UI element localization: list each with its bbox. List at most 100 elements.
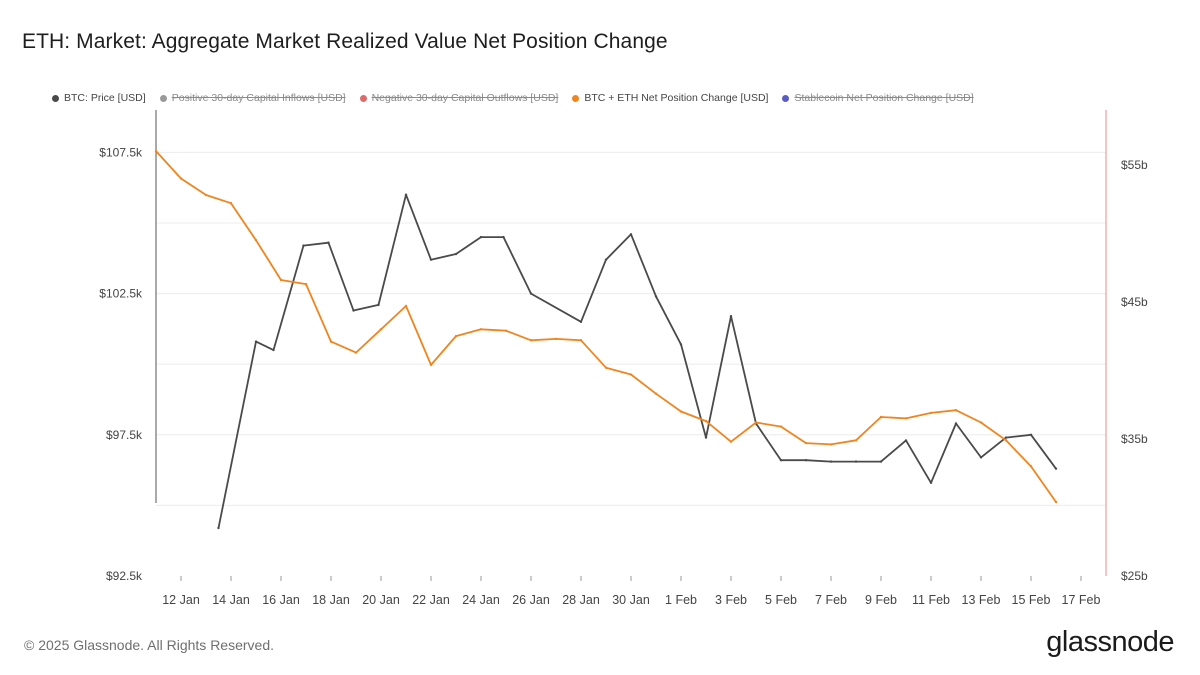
legend-item-btc-price[interactable]: BTC: Price [USD] [52,92,146,104]
net-position-change-point [404,304,408,308]
btc-price-point [629,233,633,236]
x-tick-label: 20 Jan [362,593,400,607]
net-position-change-point [879,415,883,419]
legend-label: BTC: Price [USD] [64,92,146,104]
x-tick-label: 11 Feb [912,593,950,607]
legend-item-capital-inflows[interactable]: Positive 30-day Capital Inflows [USD] [159,92,346,104]
net-position-change-point [854,439,858,442]
x-tick-label: 18 Jan [312,593,350,607]
btc-price-point [804,459,808,462]
btc-price-point [404,193,408,196]
copyright-text: © 2025 Glassnode. All Rights Reserved. [24,637,275,653]
net-position-change-point [979,421,983,424]
net-position-change-point [1029,465,1033,468]
x-tick-label: 16 Jan [262,593,300,607]
btc-price-point [729,314,733,318]
btc-price-point [502,235,505,239]
x-tick-label: 26 Jan [512,593,550,607]
btc-price-point [377,303,380,307]
net-position-change-point [304,282,308,286]
net-position-change-point [229,202,233,205]
net-position-change-point [579,339,583,342]
net-position-change-point [179,177,183,180]
btc-price-point [779,459,783,462]
x-tick-label: 12 Jan [162,593,200,607]
btc-price-point [604,258,608,261]
net-position-change-point [754,421,758,424]
btc-price-point [679,343,683,346]
net-position-change-point [254,239,258,242]
y-left-tick-label: $97.5k [106,428,143,442]
net-position-change-point [904,417,908,420]
legend-dot-icon [52,94,59,102]
net-position-change-point [354,351,358,354]
btc-price-point [954,422,958,425]
btc-price-point [302,244,305,247]
x-tick-label: 22 Jan [412,593,450,607]
x-tick-label: 1 Feb [665,593,697,607]
net-position-change-point [454,334,458,338]
net-position-change-point [729,440,733,443]
y-left-tick-label: $92.5k [106,569,143,583]
net-position-change-point [279,278,283,282]
btc-price-point [1004,436,1008,439]
net-position-change-point [954,408,958,412]
legend-dot-icon [359,94,367,102]
net-position-change-point [704,419,708,423]
y-right-tick-label: $45b [1121,295,1148,309]
net-position-change-point [629,373,633,376]
net-position-change-point [804,441,808,445]
net-position-change-point [1054,500,1058,504]
net-position-change-point [429,363,433,367]
btc-price-point [529,292,533,295]
x-tick-label: 3 Feb [715,593,747,607]
x-tick-label: 17 Feb [1062,593,1101,607]
net-position-change-point [379,328,383,331]
net-position-change-point [929,411,933,415]
chart-title: ETH: Market: Aggregate Market Realized V… [22,30,668,53]
btc-price-point [254,340,258,343]
y-right-tick-label: $55b [1121,158,1148,172]
net-position-change-point [779,425,783,428]
x-tick-label: 30 Jan [612,593,650,607]
x-tick-label: 7 Feb [815,593,847,607]
btc-price-point [454,252,458,256]
net-position-change-line [155,150,1057,503]
net-position-change-point [829,443,833,446]
btc-price-point [879,460,883,463]
net-position-change-point [204,193,208,197]
glassnode-logo[interactable]: glassnode [1046,626,1174,658]
legend-item-stablecoin[interactable]: Stablecoin Net Position Change [USD] [782,92,974,104]
net-position-change-point [504,329,508,332]
y-left-tick-label: $107.5k [99,145,143,159]
legend-item-capital-outflows[interactable]: Negative 30-day Capital Outflows [USD] [359,92,558,104]
net-position-change-point [679,410,683,413]
btc-price-point [217,526,220,530]
btc-price-point [352,309,355,312]
x-tick-label: 15 Feb [1012,593,1051,607]
btc-price-point [904,439,908,442]
x-tick-label: 5 Feb [765,593,797,607]
net-position-change-point [329,340,333,343]
btc-price-point [429,258,433,261]
legend-label: Positive 30-day Capital Inflows [USD] [171,92,346,104]
x-tick-label: 13 Feb [962,593,1001,607]
y-left-tick-label: $102.5k [99,287,143,301]
net-position-change-point [604,366,608,369]
btc-price-point [979,456,983,459]
net-position-change-point [1004,439,1008,442]
net-position-change-point [654,392,658,395]
btc-price-point [654,295,658,298]
legend-item-net-position-change[interactable]: BTC + ETH Net Position Change [USD] [572,92,768,104]
btc-price-point [1029,433,1033,436]
y-right-tick-label: $35b [1121,432,1148,446]
btc-price-point [479,235,483,239]
x-tick-label: 24 Jan [462,593,500,607]
x-tick-label: 14 Jan [212,593,250,607]
legend: BTC: Price [USD] Positive 30-day Capital… [52,92,974,104]
net-position-change-point [529,339,533,342]
legend-label: Stablecoin Net Position Change [USD] [794,92,974,104]
legend-dot-icon [782,94,790,102]
btc-price-point [829,460,833,463]
